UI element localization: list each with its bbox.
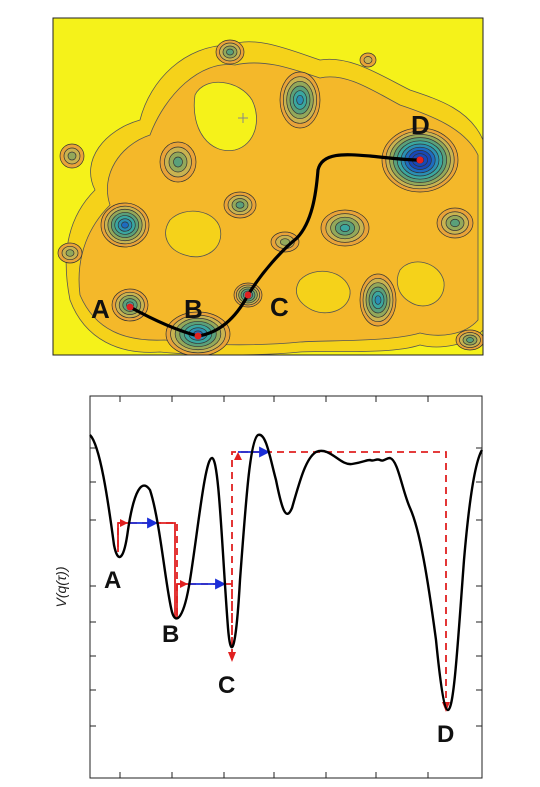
- contour-well-p-ring-3: [466, 337, 474, 343]
- contour-frame: [52, 17, 484, 356]
- point-marker-a: [126, 303, 134, 311]
- map-label-c: C: [270, 292, 289, 322]
- contour-well-l-ring-5: [374, 295, 382, 305]
- point-marker-d: [416, 156, 424, 164]
- profile-ticks: [90, 396, 482, 778]
- contour-well-b-ring-5: [296, 94, 304, 106]
- contour-plateau-3: [296, 271, 351, 314]
- blue-arrows: [128, 446, 271, 590]
- map-label-a: A: [91, 294, 110, 324]
- contour-well-o-ring-2: [65, 249, 75, 257]
- profile-label-a: A: [104, 567, 121, 594]
- contour-well-h-ring-2: [279, 238, 291, 246]
- map-label-b: B: [184, 294, 203, 324]
- contour-plateau-2: [165, 210, 222, 258]
- map-label-d: D: [411, 110, 430, 140]
- contour-plateau-4: [396, 261, 445, 307]
- profile-label-b: B: [162, 621, 179, 648]
- contour-well-q-ring-1: [363, 56, 373, 64]
- contour-well-e-ring-6: [121, 221, 129, 229]
- point-marker-b: [194, 332, 202, 340]
- contour-well-f-ring-3: [235, 201, 245, 209]
- contour-map: A B C D: [52, 17, 484, 356]
- contour-well-a-ring-3: [226, 48, 234, 56]
- contour-well-d-ring-2: [67, 151, 77, 161]
- contour-plateau: [193, 81, 257, 152]
- contour-well-i-ring-3: [450, 218, 460, 228]
- profile-frame: [89, 395, 483, 779]
- contour-well-g-ring-4: [339, 224, 351, 232]
- energy-profile: V(q(τ)) A B C D: [53, 395, 484, 779]
- profile-label-c: C: [218, 672, 235, 699]
- profile-ylabel: V(q(τ)): [53, 566, 69, 607]
- point-marker-c: [244, 291, 252, 299]
- cursor-cross-icon: [238, 113, 248, 123]
- contour-well-c-ring-3: [173, 156, 183, 168]
- potential-curve: [89, 433, 484, 712]
- profile-label-d: D: [437, 721, 454, 748]
